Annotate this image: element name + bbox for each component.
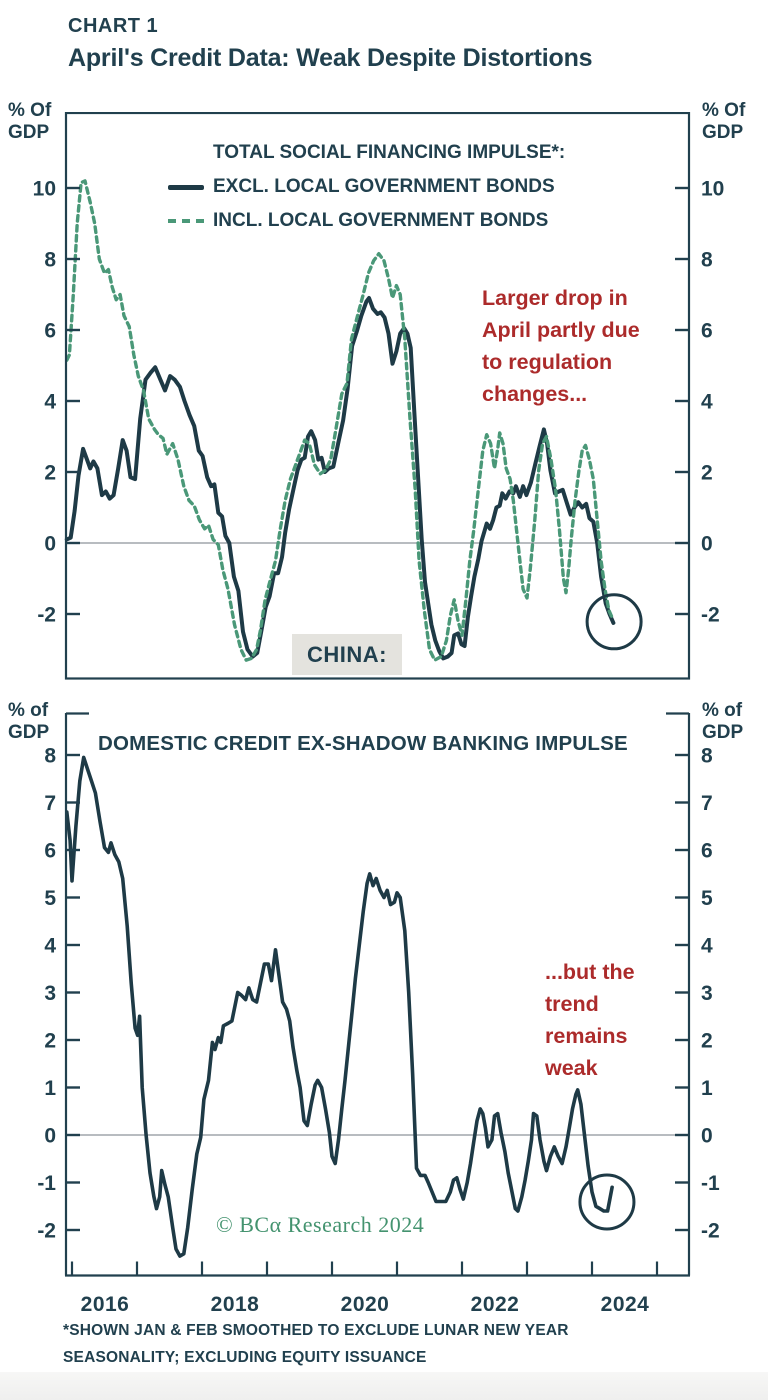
x-label-2016: 2016 <box>80 1293 130 1316</box>
y-tick-label-right: -1 <box>701 1172 720 1195</box>
annotation-line: trend <box>545 992 599 1016</box>
footnote-line-1: *SHOWN JAN & FEB SMOOTHED TO EXCLUDE LUN… <box>63 1322 569 1339</box>
domestic-credit-impulse-chart: 8 8 7 7 6 6 5 5 4 4 3 3 2 2 1 1 0 0 -1 -1 -2 -2 <box>37 712 720 1277</box>
bottom-chart-title: DOMESTIC CREDIT EX-SHADOW BANKING IMPULS… <box>98 732 628 755</box>
y-axis-unit-top-left: % Of GDP <box>8 100 51 144</box>
y-axis-unit-bottom-left: % of GDP <box>8 700 49 744</box>
y-tick-label-left: 2 <box>44 462 56 485</box>
y-axis-unit-top-right: % Of GDP <box>702 100 745 144</box>
annotation-line: ...but the <box>545 960 635 984</box>
y-axis-unit-bottom-right: % of GDP <box>702 700 743 744</box>
annotation-line: remains <box>545 1024 628 1048</box>
y-tick-label-left: 3 <box>44 982 56 1005</box>
y-tick-label-left: 6 <box>44 320 56 343</box>
y-tick-label-left: -1 <box>37 1172 56 1195</box>
y-tick-label-right: -2 <box>701 604 720 627</box>
bca-research-credit: © BCα Research 2024 <box>216 1212 425 1237</box>
y-tick-label-right: 4 <box>701 935 713 958</box>
y-tick-label-right: 3 <box>701 982 713 1005</box>
y-tick-label-right: 2 <box>701 462 713 485</box>
y-tick-label-left: 8 <box>44 745 56 768</box>
y-tick-label-left: 6 <box>44 840 56 863</box>
y-tick-label-right: 6 <box>701 840 713 863</box>
y-tick-label-left: 4 <box>44 935 56 958</box>
annotation-line: changes... <box>482 382 588 406</box>
chart-kicker: CHART 1 <box>68 15 159 37</box>
unit-line: % Of <box>8 100 52 121</box>
y-tick-label-right: 8 <box>701 745 713 768</box>
y-tick-label-right: 8 <box>701 249 713 272</box>
highlight-circle <box>585 593 643 651</box>
legend: TOTAL SOCIAL FINANCING IMPULSE*: EXCL. L… <box>168 136 565 238</box>
y-tick-label-left: 8 <box>44 249 56 272</box>
y-tick-label-right: 7 <box>701 792 713 815</box>
y-tick-label-left: 10 <box>33 178 56 201</box>
unit-line: GDP <box>702 122 744 143</box>
plot-axes <box>64 712 691 1277</box>
y-tick-label-left: -2 <box>37 604 56 627</box>
annotation-trend-weak: ...but the trend remains weak <box>545 956 635 1084</box>
footer-strip <box>0 1372 768 1400</box>
y-tick-label-right: 1 <box>701 1077 713 1100</box>
y-tick-label-right: 2 <box>701 1030 713 1053</box>
x-label-2022: 2022 <box>470 1293 520 1316</box>
plot-border <box>64 112 691 680</box>
y-tick-label-left: 0 <box>44 1125 56 1148</box>
y-tick-label-right: 0 <box>701 533 713 556</box>
legend-item-incl: INCL. LOCAL GOVERNMENT BONDS <box>168 204 565 238</box>
y-tick-label-right: 6 <box>701 320 713 343</box>
china-label: CHINA: <box>292 634 402 675</box>
total-social-financing-impulse-chart: 10 10 8 8 6 6 4 4 2 2 0 0 -2 -2 <box>33 112 724 680</box>
unit-line: % of <box>702 700 743 721</box>
unit-line: GDP <box>8 722 50 743</box>
y-tick-label-left: 7 <box>44 792 56 815</box>
series-dashed <box>65 179 614 662</box>
y-tick-label-left: 1 <box>44 1077 56 1100</box>
footnote-line-2: SEASONALITY; EXCLUDING EQUITY ISSUANCE <box>63 1349 427 1366</box>
dashed-line-swatch <box>168 219 204 223</box>
y-tick-label-right: 10 <box>701 178 724 201</box>
highlight-circle <box>578 1173 636 1231</box>
annotation-regulation: Larger drop in April partly due to regul… <box>482 282 640 410</box>
y-tick-label-left: 4 <box>44 391 56 414</box>
y-tick-label-right: -2 <box>701 1220 720 1243</box>
annotation-line: to regulation <box>482 350 613 374</box>
annotation-line: Larger drop in <box>482 286 628 310</box>
y-tick-label-left: -2 <box>37 1220 56 1243</box>
series-solid <box>64 296 616 661</box>
y-tick-label-right: 5 <box>701 887 713 910</box>
unit-line: % of <box>8 700 49 721</box>
annotation-line: weak <box>545 1056 598 1080</box>
y-tick-label-right: 0 <box>701 1125 713 1148</box>
annotation-line: April partly due <box>482 318 640 342</box>
x-label-2018: 2018 <box>210 1293 260 1316</box>
page-title: April's Credit Data: Weak Despite Distor… <box>68 44 593 72</box>
y-tick-label-right: 4 <box>701 391 713 414</box>
legend-item-excl: EXCL. LOCAL GOVERNMENT BONDS <box>168 170 565 204</box>
unit-line: % Of <box>702 100 746 121</box>
legend-item-label: INCL. LOCAL GOVERNMENT BONDS <box>213 210 549 231</box>
unit-line: GDP <box>702 722 744 743</box>
y-tick-label-left: 0 <box>44 533 56 556</box>
y-tick-label-left: 2 <box>44 1030 56 1053</box>
y-tick-label-left: 5 <box>44 887 56 910</box>
legend-item-label: EXCL. LOCAL GOVERNMENT BONDS <box>213 176 555 197</box>
x-label-2020: 2020 <box>340 1293 390 1316</box>
x-label-2024: 2024 <box>600 1293 650 1316</box>
unit-line: GDP <box>8 122 50 143</box>
legend-heading: TOTAL SOCIAL FINANCING IMPULSE*: <box>213 142 566 163</box>
solid-line-swatch <box>168 184 204 190</box>
series-solid <box>65 755 614 1258</box>
